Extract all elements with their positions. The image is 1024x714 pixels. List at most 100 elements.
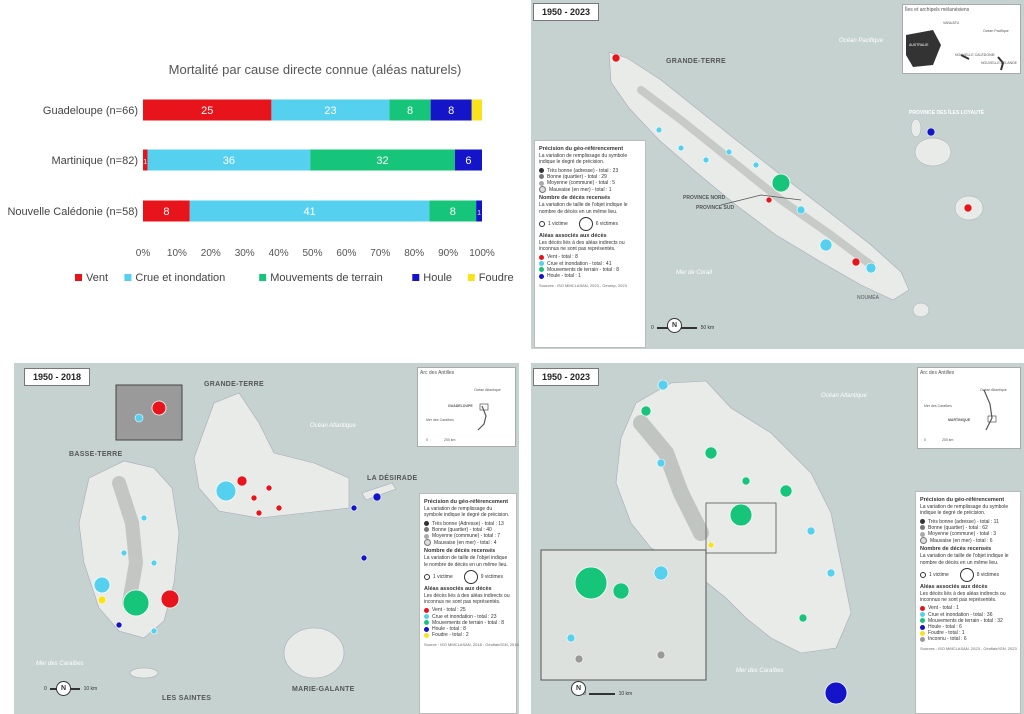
legend-swatch xyxy=(75,274,82,281)
bar-segment xyxy=(389,99,431,121)
nc-marker xyxy=(819,238,833,252)
bar-segment xyxy=(147,149,311,171)
mq-marker xyxy=(612,582,630,600)
x-tick-label: 60% xyxy=(336,248,356,259)
data-label: 6 xyxy=(465,155,471,167)
legend-text: La variation de taille de l'objet indiqu… xyxy=(920,553,1009,566)
nc-marker xyxy=(677,144,685,152)
nc-sea-label: Mer de Corail xyxy=(676,270,713,276)
x-tick-label: 20% xyxy=(201,248,221,259)
nc-inset-label: Océan Pacifique xyxy=(983,29,1009,33)
legend-text: La variation de taille de l'objet indiqu… xyxy=(539,202,628,215)
x-tick-label: 90% xyxy=(438,248,458,259)
legend-heading: Précision du géo-référencement xyxy=(424,499,509,505)
mq-inset-label: MARTINIQUE xyxy=(948,418,971,422)
mq-marker xyxy=(656,650,666,660)
bar-segment xyxy=(143,149,148,171)
basse-terre-relief xyxy=(112,476,144,610)
mq-inset-map: Arc des Antilles Océan Atlantique Mer de… xyxy=(917,367,1021,449)
legend-text: Les décès liés à des aléas indirects ou … xyxy=(920,591,1006,604)
martinique-relief xyxy=(633,415,709,541)
legend-hazard-row: Houle - total : 6 xyxy=(920,624,1016,630)
gp-legend: Précision du géo-référencement La variat… xyxy=(419,493,519,714)
mq-marker xyxy=(653,565,669,581)
new-caledonia-map xyxy=(608,51,984,318)
data-label: 41 xyxy=(303,206,315,218)
gp-place-name: LA DÉSIRADE xyxy=(367,475,418,482)
gp-place-name: GRANDE-TERRE xyxy=(204,381,264,388)
nc-source: Sources : ISO MMCLASAN, 2023 - Georep, 2… xyxy=(539,283,627,289)
mq-inset-label: 0 xyxy=(924,438,926,442)
mq-scale-bar: 0 10 km xyxy=(583,691,633,697)
legend-precision-row: Mauvaise (en mer) - total : 6 xyxy=(920,537,1016,545)
x-tick-label: 80% xyxy=(404,248,424,259)
mq-marker xyxy=(779,484,793,498)
size-symbol-large xyxy=(578,216,593,231)
gp-marker-large xyxy=(122,589,150,617)
nc-inset-island xyxy=(960,54,970,60)
data-label: 8 xyxy=(163,206,169,218)
nc-marker-large xyxy=(771,173,791,193)
nc-place-name: NOUMÉA xyxy=(857,295,879,301)
legend-hazard-row: Vent - total : 25 xyxy=(424,607,512,613)
hazard-symbol xyxy=(920,624,925,630)
nc-place-name: PROVINCE SUD xyxy=(696,205,735,211)
zoom-inset-frame xyxy=(540,549,707,681)
nc-period-label: 1950 - 2023 xyxy=(533,3,600,21)
data-label: 8 xyxy=(450,206,456,218)
legend-label: Vent xyxy=(86,272,108,284)
size-symbol-small xyxy=(424,573,430,580)
mq-marker xyxy=(806,526,816,536)
size-symbol-large xyxy=(959,567,974,582)
mq-inset-svg xyxy=(983,389,997,431)
legend-heading: Précision du géo-référencement xyxy=(920,497,1005,503)
legend-heading: Précision du géo-référencement xyxy=(539,146,624,152)
nc-sea-label: Océan Pacifique xyxy=(839,38,884,44)
nc-marker xyxy=(963,203,973,213)
mq-marker-large xyxy=(574,566,608,600)
gp-inset-map: Arc des Antilles Océan Atlantique GUADEL… xyxy=(417,367,516,447)
mq-marker xyxy=(574,654,584,664)
legend-heading: Aléas associés aux décès xyxy=(539,232,607,239)
size-symbol-large xyxy=(463,569,478,584)
x-tick-label: 50% xyxy=(302,248,322,259)
bar-segment xyxy=(271,99,390,121)
gp-inset-label: 200 km xyxy=(444,438,456,442)
antilles-arc xyxy=(477,405,487,431)
legend-size-row: 1 victime 6 victimes xyxy=(539,216,641,231)
precision-symbol xyxy=(424,527,429,533)
legend-label: Mouvements de terrain xyxy=(270,272,383,284)
precision-symbol xyxy=(539,186,546,194)
mq-marker xyxy=(826,568,836,578)
category-label: Guadeloupe (n=66) xyxy=(43,105,138,117)
marie-galante-island xyxy=(283,627,345,679)
gp-source: Source : ISO MMCLASAN, 2018 - Géoflair/I… xyxy=(424,642,519,648)
gp-marker xyxy=(350,504,358,512)
legend-text: La variation de remplissage du symbole i… xyxy=(424,506,510,519)
mq-marker xyxy=(707,541,715,549)
ile-des-pins xyxy=(912,302,930,318)
legend-precision-row: Bonne (quartier) - total : 40 xyxy=(424,527,512,533)
precision-symbol xyxy=(920,519,925,525)
legend-size-row: 1 victime 9 victimes xyxy=(424,569,512,584)
gp-marker xyxy=(115,621,123,629)
gp-marker xyxy=(93,576,111,594)
data-label: 8 xyxy=(448,105,454,117)
lifou-island xyxy=(914,137,952,167)
legend-precision-row: Très bonne (adresse) - total : 23 xyxy=(539,168,641,174)
gp-marker xyxy=(160,589,180,609)
hazard-symbol xyxy=(920,606,925,612)
legend-hazard-row: Houle - total : 8 xyxy=(424,626,512,632)
precision-symbol xyxy=(539,168,544,174)
legend-precision-row: Très bonne (adresse) - total : 11 xyxy=(920,519,1016,525)
x-tick-label: 30% xyxy=(235,248,255,259)
nc-inset-svg xyxy=(906,30,1005,71)
nc-inset-label: VANUATU xyxy=(943,21,960,25)
gp-marker xyxy=(140,514,148,522)
precision-symbol xyxy=(920,525,925,531)
gp-marker xyxy=(120,549,128,557)
legend-hazard-row: Vent - total : 8 xyxy=(539,254,641,260)
legend-swatch xyxy=(259,274,267,281)
precision-symbol xyxy=(424,533,429,539)
legend-text: Les décès liés à des aléas indirects ou … xyxy=(539,240,625,253)
